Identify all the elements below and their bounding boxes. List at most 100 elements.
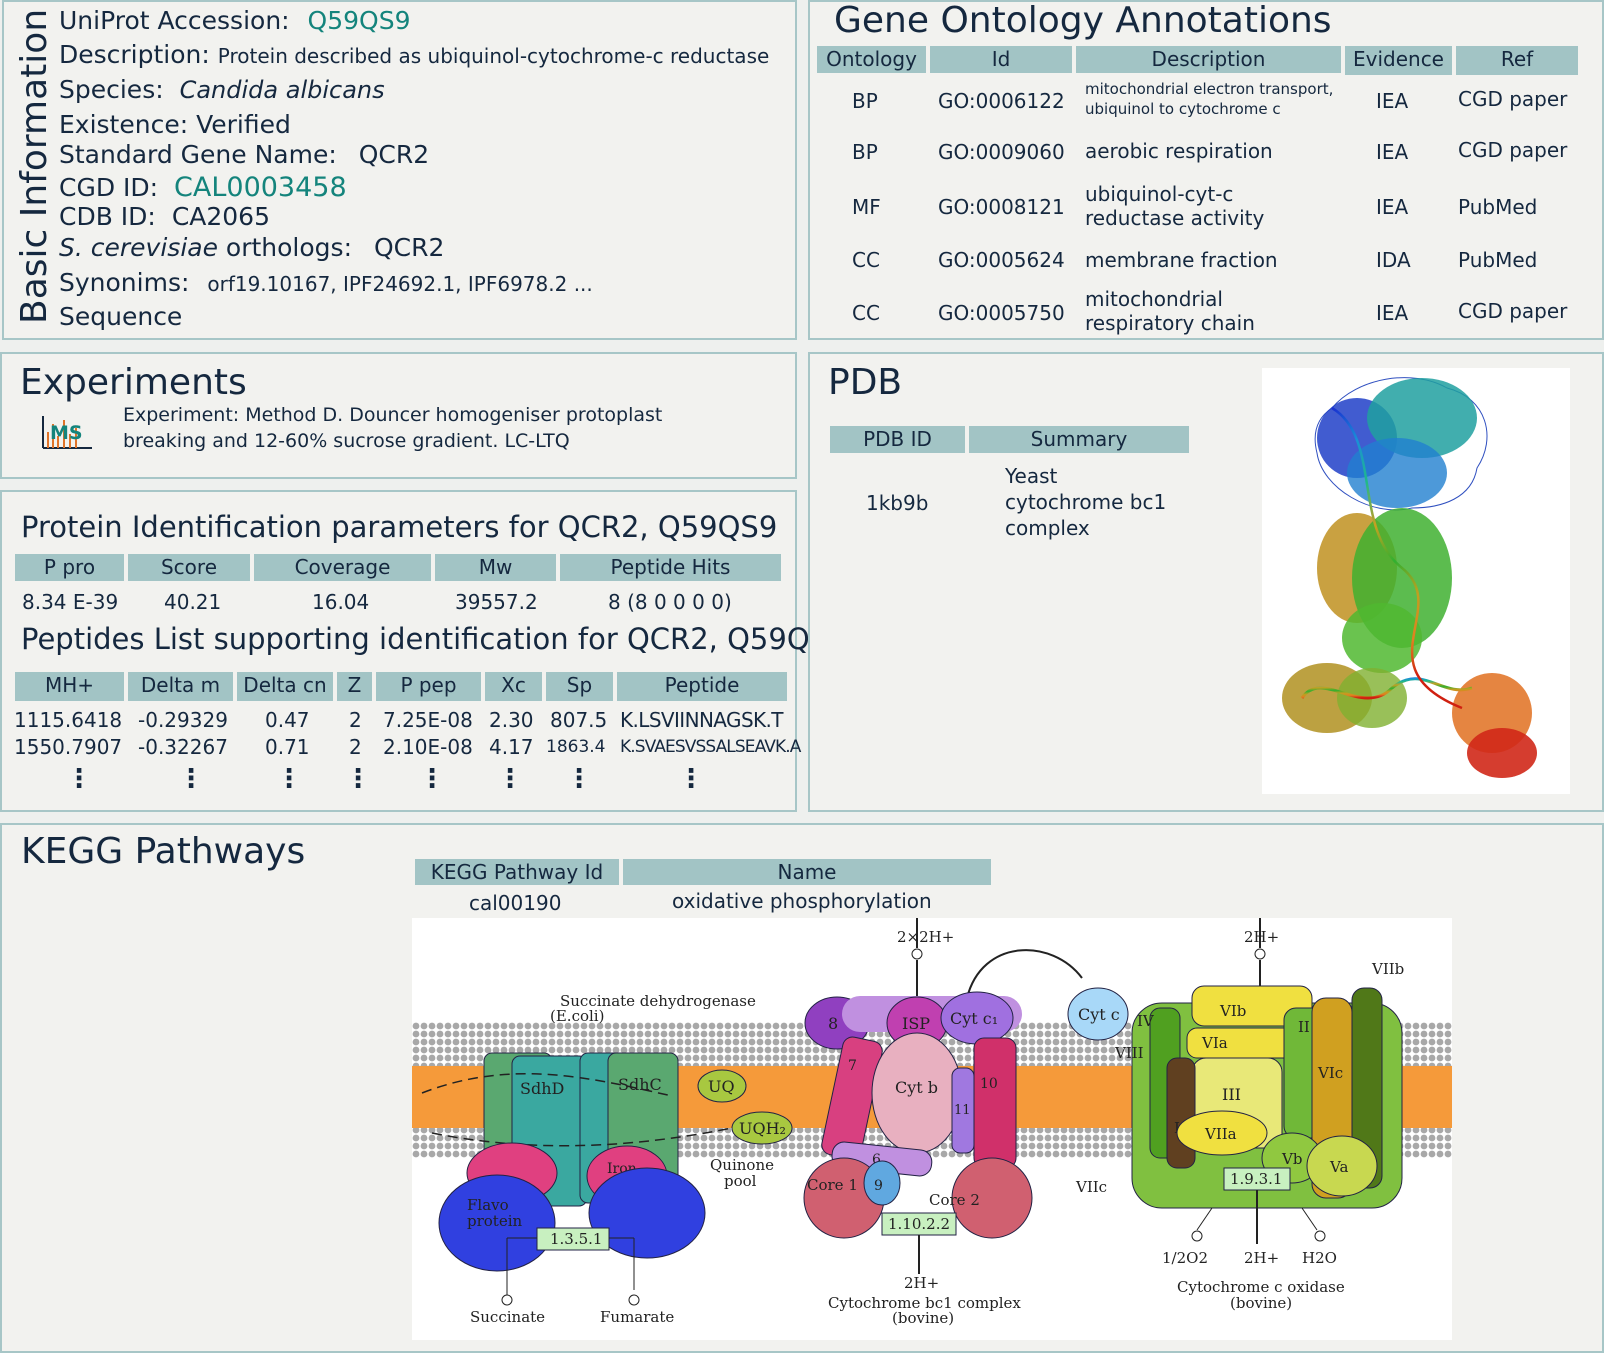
go-evidence: IEA: [1376, 89, 1409, 113]
go-header-ontology: Ontology: [817, 46, 926, 73]
protein-id-value: 8 (8 0 0 0 0): [608, 590, 732, 614]
kegg-pathway-diagram[interactable]: Succinate dehydrogenase (E.coli) SdhD Sd…: [412, 918, 1452, 1340]
ec-box-1.9.3.1[interactable]: 1.9.3.1: [1230, 1170, 1282, 1188]
sequence-link[interactable]: Sequence: [59, 302, 183, 331]
go-description: ubiquinol-cyt-c: [1085, 182, 1234, 206]
go-header-ref: Ref: [1456, 46, 1578, 75]
proton-label: 2H+: [904, 1274, 939, 1292]
core1-label: Core 1: [807, 1176, 858, 1194]
protein-structure-image[interactable]: [1262, 368, 1570, 794]
accession-label: UniProt Accession:: [59, 6, 290, 35]
experiment-description-line1: Experiment: Method D. Douncer homogenise…: [123, 404, 663, 426]
go-id-link[interactable]: GO:0005624: [938, 248, 1065, 272]
pdb-summary: Yeast: [1005, 464, 1058, 488]
peptide-cell: 0.71: [265, 735, 310, 759]
go-id-link[interactable]: GO:0008121: [938, 195, 1065, 219]
protein-id-header: Coverage: [254, 554, 431, 581]
proton-label: 2×2H+: [897, 928, 954, 946]
ellipsis: ⋮: [497, 764, 523, 794]
peptide-cell: -0.29329: [138, 708, 228, 732]
go-ref-link[interactable]: CGD paper: [1458, 138, 1568, 162]
go-description: ubiquinol to cytochrome c: [1085, 100, 1281, 118]
uqh2-label: UQH₂: [739, 1119, 786, 1138]
peptide-header: Sp: [546, 672, 613, 701]
bc1-complex-label: (bovine): [892, 1309, 954, 1327]
go-description: mitochondrial electron transport,: [1085, 80, 1334, 98]
via-label: VIa: [1201, 1034, 1228, 1052]
go-description: mitochondrial: [1085, 287, 1223, 311]
peptide-cell: 1550.7907: [14, 735, 123, 759]
go-ref-link[interactable]: CGD paper: [1458, 299, 1568, 323]
experiments-panel: Experiments MS Experiment: Method D. Dou…: [0, 352, 797, 479]
peptide-cell: 0.47: [265, 708, 310, 732]
pdb-id-link[interactable]: 1kb9b: [866, 491, 929, 515]
go-id-link[interactable]: GO:0006122: [938, 89, 1065, 113]
species-value: Candida albicans: [179, 76, 385, 104]
isp-label: ISP: [902, 1014, 930, 1033]
quinone-pool-label: Quinone: [710, 1156, 774, 1174]
va-label: Va: [1329, 1158, 1348, 1176]
ellipsis: ⋮: [178, 764, 204, 794]
cyt-b-label: Cyt b: [895, 1078, 938, 1097]
go-ref-link[interactable]: PubMed: [1458, 248, 1538, 272]
iii-label: III: [1222, 1085, 1241, 1104]
cgd-link[interactable]: CAL0003458: [174, 172, 347, 203]
cyt-c-label: Cyt c: [1078, 1005, 1120, 1024]
ec-box-1.3.5.1[interactable]: 1.3.5.1: [550, 1230, 602, 1248]
ellipsis: ⋮: [276, 764, 302, 794]
cgd-label: CGD ID:: [59, 173, 159, 202]
go-id-link[interactable]: GO:0009060: [938, 140, 1065, 164]
experiments-title: Experiments: [20, 362, 247, 403]
peptide-header: Delta m: [128, 672, 233, 701]
go-evidence: IEA: [1376, 140, 1409, 164]
subunit-10-label: 10: [980, 1076, 998, 1092]
orthologs-species: S. cerevisiae: [59, 233, 218, 262]
flavo-protein-label: Flavo: [467, 1196, 509, 1214]
go-ref-link[interactable]: CGD paper: [1458, 87, 1568, 111]
kegg-header-id: KEGG Pathway Id: [415, 859, 619, 885]
accession-link[interactable]: Q59QS9: [307, 6, 411, 35]
ec-box-1.10.2.2[interactable]: 1.10.2.2: [888, 1215, 950, 1233]
pdb-summary: complex: [1005, 516, 1090, 540]
existence-row: Existence: Verified: [59, 110, 291, 139]
go-ref-link[interactable]: PubMed: [1458, 195, 1538, 219]
peptide-header: Delta cn: [237, 672, 333, 701]
protein-id-value: 40.21: [164, 590, 222, 614]
synonyms-value: orf19.10167, IPF24692.1, IPF6978.2 ...: [207, 272, 593, 296]
subunit-7-label: 7: [848, 1058, 857, 1074]
peptide-cell: 2.10E-08: [383, 735, 473, 759]
go-header-id: Id: [930, 46, 1072, 73]
basic-info-panel: Basic Information UniProt Accession: Q59…: [2, 0, 797, 340]
gene-name-value: QCR2: [358, 140, 430, 169]
ellipsis: ⋮: [678, 764, 704, 794]
orthologs-row: S. cerevisiae orthologs: QCR2: [59, 233, 444, 262]
ellipsis: ⋮: [419, 764, 445, 794]
ellipsis: ⋮: [566, 764, 592, 794]
existence-value: Verified: [196, 110, 291, 139]
go-description: respiratory chain: [1085, 311, 1255, 335]
go-id-link[interactable]: GO:0005750: [938, 301, 1065, 325]
protein-id-value: 39557.2: [455, 590, 538, 614]
kegg-pathway-link[interactable]: cal00190: [469, 891, 562, 915]
go-panel: Gene Ontology Annotations Ontology Id De…: [808, 0, 1604, 340]
go-ontology: BP: [852, 140, 878, 164]
synonyms-label: Synonims:: [59, 268, 190, 297]
peptide-cell: 1115.6418: [14, 708, 123, 732]
go-ontology: MF: [852, 195, 881, 219]
vib-label: VIb: [1219, 1002, 1246, 1020]
peptide-cell: K.LSVIINNAGSK.T: [620, 708, 784, 732]
protein-id-value: 8.34 E-39: [22, 590, 119, 614]
go-description: membrane fraction: [1085, 248, 1278, 272]
peptide-cell: -0.32267: [138, 735, 228, 759]
subunit-8-label: 8: [828, 1014, 838, 1033]
succinate-label: Succinate: [470, 1308, 545, 1326]
pdb-panel: PDB PDB ID Summary 1kb9b Yeast cytochrom…: [808, 352, 1604, 812]
oxygen-label: 1/2O2: [1162, 1249, 1208, 1267]
peptides-title: Peptides List supporting identification …: [21, 622, 847, 656]
i-label: I: [1174, 1119, 1180, 1137]
ellipsis: ⋮: [66, 764, 92, 794]
cox-label: Cytochrome c oxidase: [1177, 1278, 1345, 1296]
fumarate-label: Fumarate: [600, 1308, 674, 1326]
go-header-evidence: Evidence: [1345, 46, 1452, 75]
ms-icon: MS: [40, 414, 94, 450]
